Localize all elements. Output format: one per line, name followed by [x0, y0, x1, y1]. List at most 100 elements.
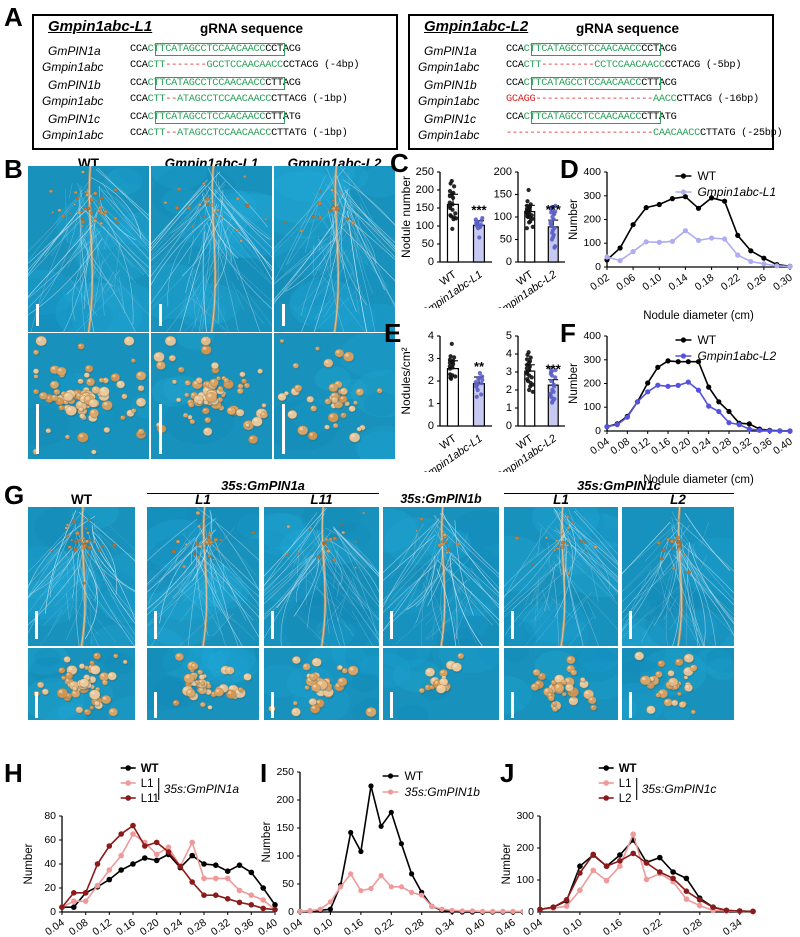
svg-text:0.10: 0.10: [640, 272, 664, 294]
svg-text:0: 0: [288, 906, 294, 918]
svg-text:L1: L1: [619, 778, 632, 790]
svg-text:Number: Number: [501, 843, 513, 884]
svg-text:0.02: 0.02: [588, 272, 612, 294]
svg-text:100: 100: [516, 874, 534, 886]
svg-text:200: 200: [494, 166, 512, 178]
svg-text:400: 400: [583, 166, 601, 178]
svg-text:400: 400: [583, 330, 601, 342]
svg-text:3: 3: [506, 366, 512, 378]
svg-text:1: 1: [506, 402, 512, 414]
svg-text:L2: L2: [619, 793, 632, 805]
svg-text:0.20: 0.20: [138, 917, 162, 937]
svg-text:100: 100: [416, 220, 434, 232]
svg-text:3: 3: [428, 353, 434, 365]
svg-text:L1: L1: [141, 778, 154, 790]
svg-text:0.14: 0.14: [666, 272, 690, 294]
svg-text:1: 1: [428, 398, 434, 410]
svg-text:Nodule diameter (cm): Nodule diameter (cm): [643, 310, 754, 322]
svg-text:Number: Number: [568, 199, 580, 240]
svg-text:50: 50: [500, 234, 512, 246]
svg-text:0.16: 0.16: [601, 917, 625, 937]
svg-text:0.10: 0.10: [311, 917, 335, 937]
svg-text:0: 0: [506, 256, 512, 268]
svg-text:50: 50: [422, 238, 434, 250]
svg-text:Gmpin1abc-L2: Gmpin1abc-L2: [697, 349, 776, 363]
svg-text:0.22: 0.22: [641, 917, 665, 937]
svg-text:200: 200: [583, 378, 601, 390]
svg-text:0.04: 0.04: [521, 917, 545, 937]
svg-text:0.18: 0.18: [693, 272, 717, 294]
svg-text:WT: WT: [697, 333, 716, 347]
svg-text:0.06: 0.06: [614, 272, 638, 294]
svg-text:0: 0: [595, 261, 601, 273]
svg-text:60: 60: [44, 834, 56, 846]
svg-text:0.32: 0.32: [209, 917, 233, 937]
svg-text:0.30: 0.30: [771, 272, 795, 294]
svg-text:WT: WT: [405, 769, 424, 783]
svg-text:Number: Number: [261, 821, 273, 862]
svg-text:0.28: 0.28: [681, 917, 705, 937]
svg-text:100: 100: [276, 850, 294, 862]
svg-text:5: 5: [506, 330, 512, 342]
svg-text:***: ***: [546, 202, 562, 217]
svg-text:100: 100: [494, 211, 512, 223]
svg-text:300: 300: [583, 190, 601, 202]
svg-text:Number: Number: [568, 363, 580, 404]
svg-text:0.28: 0.28: [403, 917, 427, 937]
svg-text:0.34: 0.34: [721, 917, 745, 937]
svg-text:0.40: 0.40: [464, 917, 488, 937]
svg-text:0: 0: [595, 425, 601, 437]
svg-text:150: 150: [276, 822, 294, 834]
svg-text:250: 250: [416, 166, 434, 178]
svg-text:4: 4: [506, 348, 512, 360]
svg-text:0.22: 0.22: [719, 272, 743, 294]
svg-text:20: 20: [44, 882, 56, 894]
svg-text:0: 0: [50, 906, 56, 918]
svg-text:200: 200: [516, 842, 534, 854]
svg-text:0: 0: [528, 906, 534, 918]
svg-text:4: 4: [428, 330, 434, 342]
svg-text:200: 200: [583, 214, 601, 226]
svg-text:0.16: 0.16: [114, 917, 138, 937]
svg-text:***: ***: [546, 362, 562, 377]
svg-text:0.12: 0.12: [90, 917, 114, 937]
svg-text:100: 100: [583, 237, 601, 249]
svg-text:0.10: 0.10: [561, 917, 585, 937]
svg-text:150: 150: [416, 202, 434, 214]
svg-text:WT: WT: [619, 763, 637, 775]
svg-text:0.08: 0.08: [67, 917, 91, 937]
svg-text:2: 2: [506, 384, 512, 396]
svg-text:0: 0: [428, 420, 434, 432]
svg-text:0.16: 0.16: [342, 917, 366, 937]
svg-text:0: 0: [428, 256, 434, 268]
svg-text:0.04: 0.04: [43, 917, 67, 937]
svg-text:0.36: 0.36: [232, 917, 256, 937]
svg-text:0.40: 0.40: [771, 436, 795, 458]
svg-text:0.24: 0.24: [161, 917, 185, 937]
svg-text:WT: WT: [697, 169, 716, 183]
svg-text:Nodule number: Nodule number: [400, 176, 413, 258]
svg-text:0.34: 0.34: [433, 917, 457, 937]
svg-text:Gmpin1abc-L1: Gmpin1abc-L1: [697, 185, 776, 199]
svg-text:300: 300: [516, 810, 534, 822]
svg-text:0.22: 0.22: [372, 917, 396, 937]
svg-text:200: 200: [416, 184, 434, 196]
svg-text:35s:GmPIN1a: 35s:GmPIN1a: [164, 782, 240, 796]
svg-text:WT: WT: [141, 763, 159, 775]
svg-text:100: 100: [583, 401, 601, 413]
svg-text:200: 200: [276, 794, 294, 806]
svg-text:Number: Number: [23, 843, 35, 884]
svg-text:2: 2: [428, 375, 434, 387]
svg-text:35s:GmPIN1c: 35s:GmPIN1c: [642, 782, 717, 796]
svg-text:300: 300: [583, 354, 601, 366]
svg-text:Nodules/cm²: Nodules/cm²: [400, 347, 413, 414]
svg-text:0: 0: [506, 420, 512, 432]
svg-text:0.04: 0.04: [281, 917, 305, 937]
svg-text:80: 80: [44, 810, 56, 822]
svg-text:0.26: 0.26: [745, 272, 769, 294]
svg-text:L11: L11: [141, 793, 159, 805]
svg-text:35s:GmPIN1b: 35s:GmPIN1b: [405, 785, 481, 799]
svg-text:0.28: 0.28: [185, 917, 209, 937]
svg-text:50: 50: [282, 878, 294, 890]
svg-text:40: 40: [44, 858, 56, 870]
